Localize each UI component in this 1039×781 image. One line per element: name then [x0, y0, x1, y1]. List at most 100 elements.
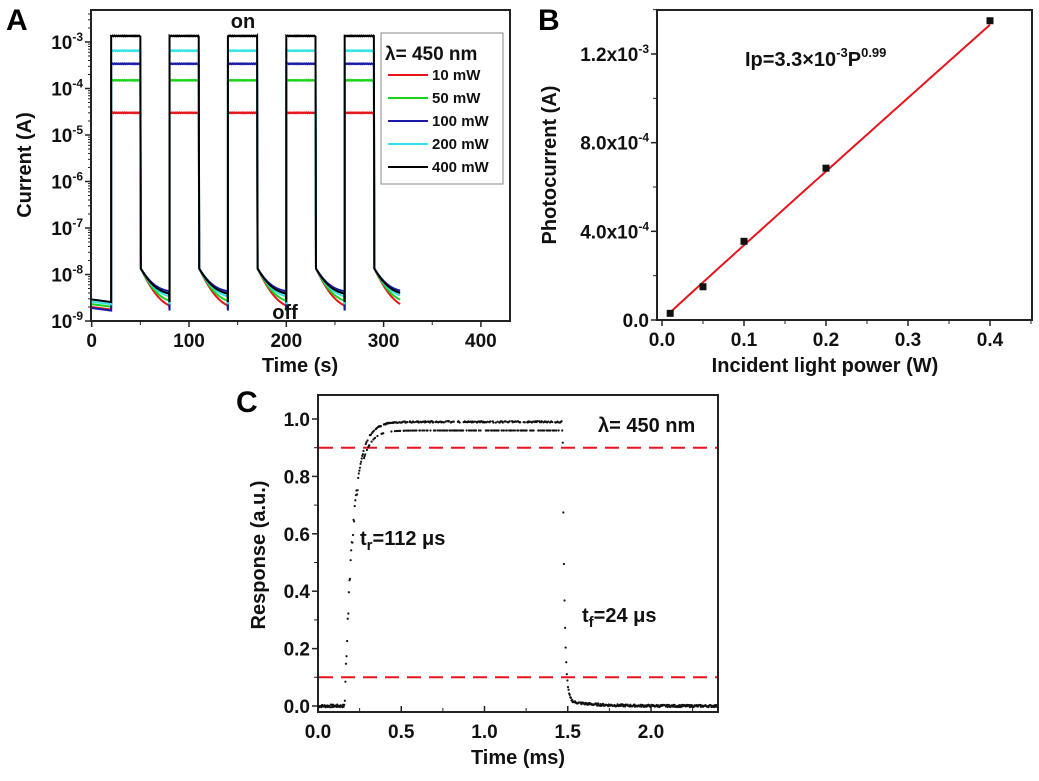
data-point — [570, 698, 574, 701]
data-point — [443, 429, 447, 432]
data-point — [417, 421, 420, 424]
data-point — [404, 429, 408, 432]
y-tick-label: 0.4 — [284, 582, 311, 603]
y-tick-label: 1.0 — [284, 410, 310, 431]
data-point — [699, 283, 707, 291]
data-point — [357, 476, 360, 480]
data-point — [442, 421, 445, 424]
x-tick-label: 0 — [86, 331, 97, 352]
data-point — [458, 421, 461, 424]
data-point — [393, 430, 397, 433]
series-line-400-mW — [91, 33, 401, 304]
data-point — [566, 686, 570, 689]
data-point — [501, 421, 504, 424]
data-point — [479, 429, 482, 432]
data-point — [470, 429, 473, 432]
y-tick-label: 10-7 — [51, 216, 83, 240]
data-point — [565, 673, 568, 676]
data-point — [561, 441, 564, 444]
data-point — [342, 705, 345, 708]
data-point — [496, 420, 499, 423]
x-tick-label: 0.2 — [813, 330, 839, 351]
data-point — [510, 429, 513, 432]
data-point — [401, 420, 405, 423]
data-point — [350, 549, 353, 552]
annotation-on: on — [231, 11, 255, 33]
panel-c-chart: 0.0 0.5 1.0 1.5 2.0 0.0 0.2 0.4 0.6 0.8 1.0 — [284, 394, 719, 743]
data-point — [822, 164, 830, 172]
data-point — [549, 429, 552, 432]
panel-b-chart: 0.0 0.1 0.2 0.3 0.4 0.0 4.0x10-4 8.0x10-4 1.2x10… — [580, 9, 1033, 351]
data-point — [365, 448, 369, 452]
data-point — [525, 429, 528, 432]
data-point — [462, 429, 465, 432]
data-point — [409, 429, 412, 432]
data-point — [540, 420, 543, 423]
panel-a-chart: 0 100 200 300 400 10-9 10-8 10-7 10-6 10-5 10-4 10-… — [51, 9, 511, 352]
data-point — [376, 434, 379, 438]
data-point — [532, 429, 535, 432]
fit-equation-p: P — [848, 49, 861, 71]
data-point — [569, 696, 573, 699]
x-tick-label: 1.0 — [471, 722, 497, 743]
data-point — [370, 440, 373, 443]
data-point — [673, 703, 676, 707]
rise-sub: r — [367, 537, 373, 554]
panel-c-ylabel: Response (a.u.) — [248, 481, 270, 630]
data-point — [555, 429, 558, 432]
data-point — [418, 429, 422, 432]
data-point — [688, 704, 691, 707]
data-point — [543, 429, 546, 432]
annotation-off: off — [272, 302, 298, 324]
data-point — [434, 429, 437, 432]
data-point — [364, 453, 367, 456]
data-point — [351, 533, 355, 537]
series-line-100-mW — [91, 60, 401, 312]
data-point — [429, 429, 432, 432]
x-tick-label: 0.4 — [977, 330, 1004, 351]
fit-equation: Ip=3.3×10-3P0.99 — [745, 45, 886, 71]
data-point — [505, 429, 508, 432]
y-tick-label: 0.2 — [284, 640, 310, 661]
y-tick-label: 10-6 — [51, 170, 83, 194]
data-point — [512, 429, 515, 432]
data-point — [345, 655, 348, 658]
data-point — [407, 429, 411, 432]
data-point — [344, 680, 347, 683]
data-point — [348, 577, 352, 580]
data-point — [716, 705, 719, 708]
data-point — [563, 599, 566, 602]
x-tick-label: 100 — [173, 331, 205, 352]
data-point — [500, 429, 503, 432]
data-point — [382, 432, 385, 435]
fit-line — [669, 23, 991, 314]
fit-equation-exp1: -3 — [836, 45, 848, 60]
data-point — [360, 460, 363, 463]
data-point — [332, 703, 335, 706]
y-tick-label: 10-4 — [51, 77, 83, 101]
data-point — [560, 420, 563, 423]
data-point — [359, 462, 362, 465]
data-point — [465, 429, 468, 432]
data-point — [379, 424, 383, 428]
data-point — [347, 612, 350, 615]
data-point — [347, 591, 350, 594]
data-point — [504, 420, 507, 423]
data-point — [349, 559, 352, 562]
panel-b-ylabel: Photocurrent (A) — [539, 86, 561, 245]
data-point — [714, 703, 718, 707]
data-point — [474, 429, 478, 432]
panel-c-xlabel: Time (ms) — [471, 747, 565, 769]
wavelength-label: λ= 450 nm — [598, 415, 695, 437]
data-point — [539, 429, 542, 432]
panel-label-c: C — [236, 386, 258, 419]
panel-b-xlabel: Incident light power (W) — [712, 355, 939, 377]
y-tick-label: 4.0x10-4 — [580, 219, 649, 243]
data-point — [519, 421, 522, 424]
data-point — [344, 662, 348, 665]
x-tick-label: 400 — [465, 331, 497, 352]
data-point — [369, 433, 373, 436]
data-point — [492, 421, 495, 424]
data-point — [439, 429, 442, 432]
x-tick-label: 200 — [270, 331, 302, 352]
